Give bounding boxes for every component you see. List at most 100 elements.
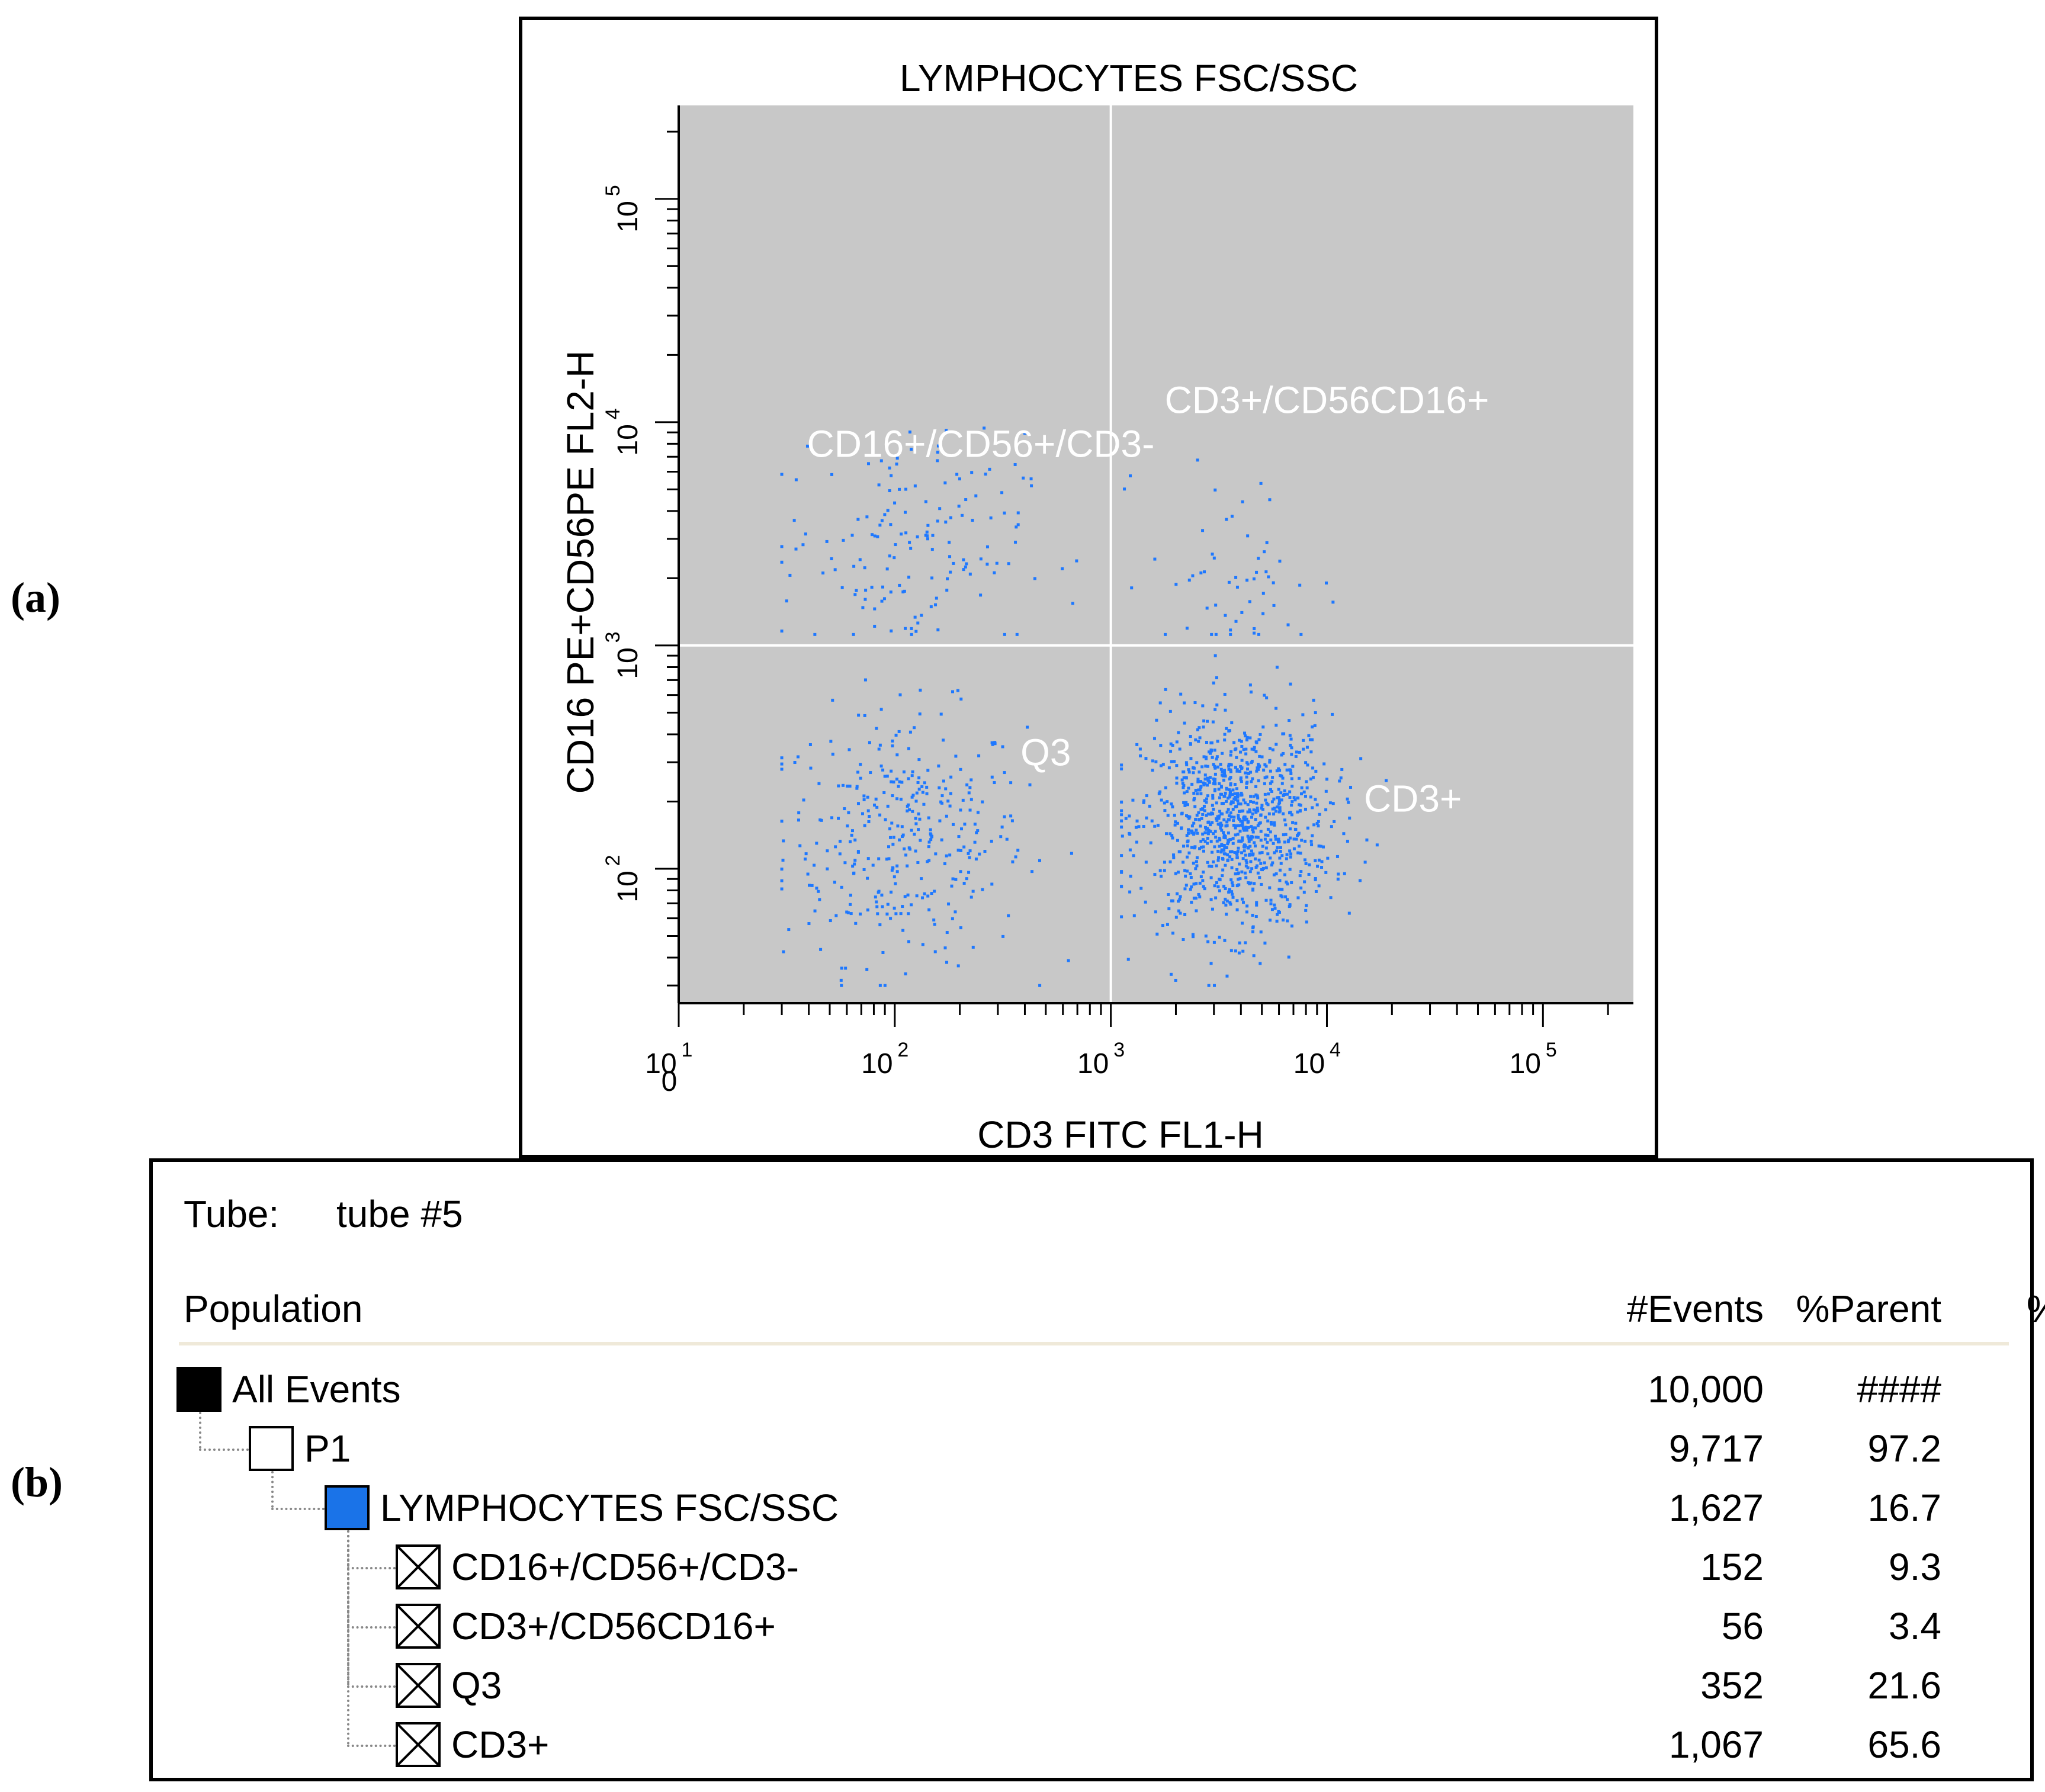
total-value: 97.2 [1953, 1430, 2045, 1467]
data-point [946, 577, 949, 580]
data-point [954, 878, 958, 881]
population-header: Population [184, 1287, 363, 1330]
data-point [1227, 840, 1230, 844]
data-point [1266, 833, 1270, 837]
data-point [1246, 846, 1250, 849]
parent-header: %Parent [1796, 1287, 1941, 1330]
data-point [1288, 868, 1292, 871]
data-point [1030, 870, 1034, 873]
data-point [1216, 765, 1219, 769]
data-point [1290, 804, 1293, 807]
data-point [1241, 836, 1244, 840]
data-point [1192, 771, 1195, 775]
data-point [837, 817, 840, 820]
gate-color-swatch-blue[interactable] [325, 1485, 370, 1530]
data-point [1259, 733, 1262, 736]
data-point [1282, 812, 1285, 815]
events-value: 9,717 [1668, 1427, 1764, 1470]
data-point [1300, 839, 1304, 842]
gate-color-swatch-black[interactable] [176, 1367, 221, 1412]
gate-x-icon[interactable] [396, 1544, 441, 1589]
data-point [1221, 868, 1225, 872]
data-point [1142, 799, 1146, 802]
events-value: 10,000 [1648, 1368, 1764, 1411]
data-point [901, 905, 904, 908]
data-point [1229, 949, 1233, 952]
data-point [1199, 824, 1202, 828]
data-point [975, 831, 978, 834]
data-point [907, 777, 910, 781]
data-point [1264, 570, 1268, 574]
data-point [1206, 837, 1209, 840]
data-point [1252, 954, 1256, 958]
data-point [1171, 932, 1174, 935]
data-point [1154, 910, 1157, 914]
data-point [940, 838, 943, 842]
data-point [1259, 813, 1263, 817]
data-point [1236, 833, 1240, 836]
data-point [1222, 901, 1225, 904]
data-point [849, 840, 852, 843]
data-point [1172, 853, 1176, 857]
data-point [1170, 834, 1174, 837]
data-point [1211, 907, 1214, 911]
data-point [1206, 720, 1209, 723]
data-point [1305, 920, 1308, 924]
data-point [1227, 580, 1231, 584]
data-point [1166, 814, 1170, 817]
data-point [1254, 826, 1257, 830]
data-point [1229, 750, 1233, 753]
panel-a-label: (a) [11, 574, 60, 621]
data-point [1186, 831, 1190, 835]
data-point [830, 473, 834, 476]
data-point [1235, 585, 1239, 589]
data-point [1289, 811, 1292, 814]
data-point [910, 903, 913, 907]
data-point [1210, 632, 1213, 636]
data-point [880, 599, 884, 603]
data-point [1275, 919, 1279, 923]
data-point [920, 614, 923, 617]
data-point [1292, 847, 1296, 850]
data-point [1283, 873, 1287, 876]
data-point [885, 775, 889, 778]
data-point [1201, 832, 1205, 836]
data-point [1248, 683, 1252, 687]
data-point [1331, 802, 1335, 805]
data-point [1230, 515, 1234, 518]
data-point [1299, 852, 1302, 855]
gate-color-swatch-empty[interactable] [249, 1426, 294, 1471]
data-point [1196, 728, 1199, 731]
data-point [780, 756, 784, 760]
data-point [900, 781, 904, 784]
x-tick-label: 10 [1510, 1048, 1541, 1080]
data-point [1215, 864, 1218, 868]
data-point [847, 811, 850, 814]
gate-x-icon[interactable] [396, 1722, 441, 1767]
data-point [938, 819, 942, 823]
data-point [1276, 846, 1279, 849]
data-point [1219, 850, 1223, 854]
tree-connector [347, 1626, 396, 1629]
data-point [889, 836, 893, 839]
data-point [1303, 880, 1306, 884]
data-point [1212, 556, 1216, 560]
data-point [863, 824, 866, 827]
data-point [1250, 867, 1254, 871]
data-point [1182, 801, 1186, 804]
data-point [951, 877, 955, 881]
data-point [1278, 856, 1282, 860]
data-point [863, 678, 867, 682]
data-point [939, 712, 943, 716]
data-point [962, 845, 966, 849]
data-point [846, 824, 849, 828]
gate-x-icon[interactable] [396, 1604, 441, 1649]
data-point [1264, 866, 1268, 869]
data-point [1227, 797, 1230, 800]
data-point [834, 914, 838, 917]
gate-x-icon[interactable] [396, 1663, 441, 1708]
data-point [1235, 824, 1238, 827]
data-point [1248, 844, 1252, 848]
data-point [1153, 873, 1157, 876]
data-point [879, 459, 883, 463]
